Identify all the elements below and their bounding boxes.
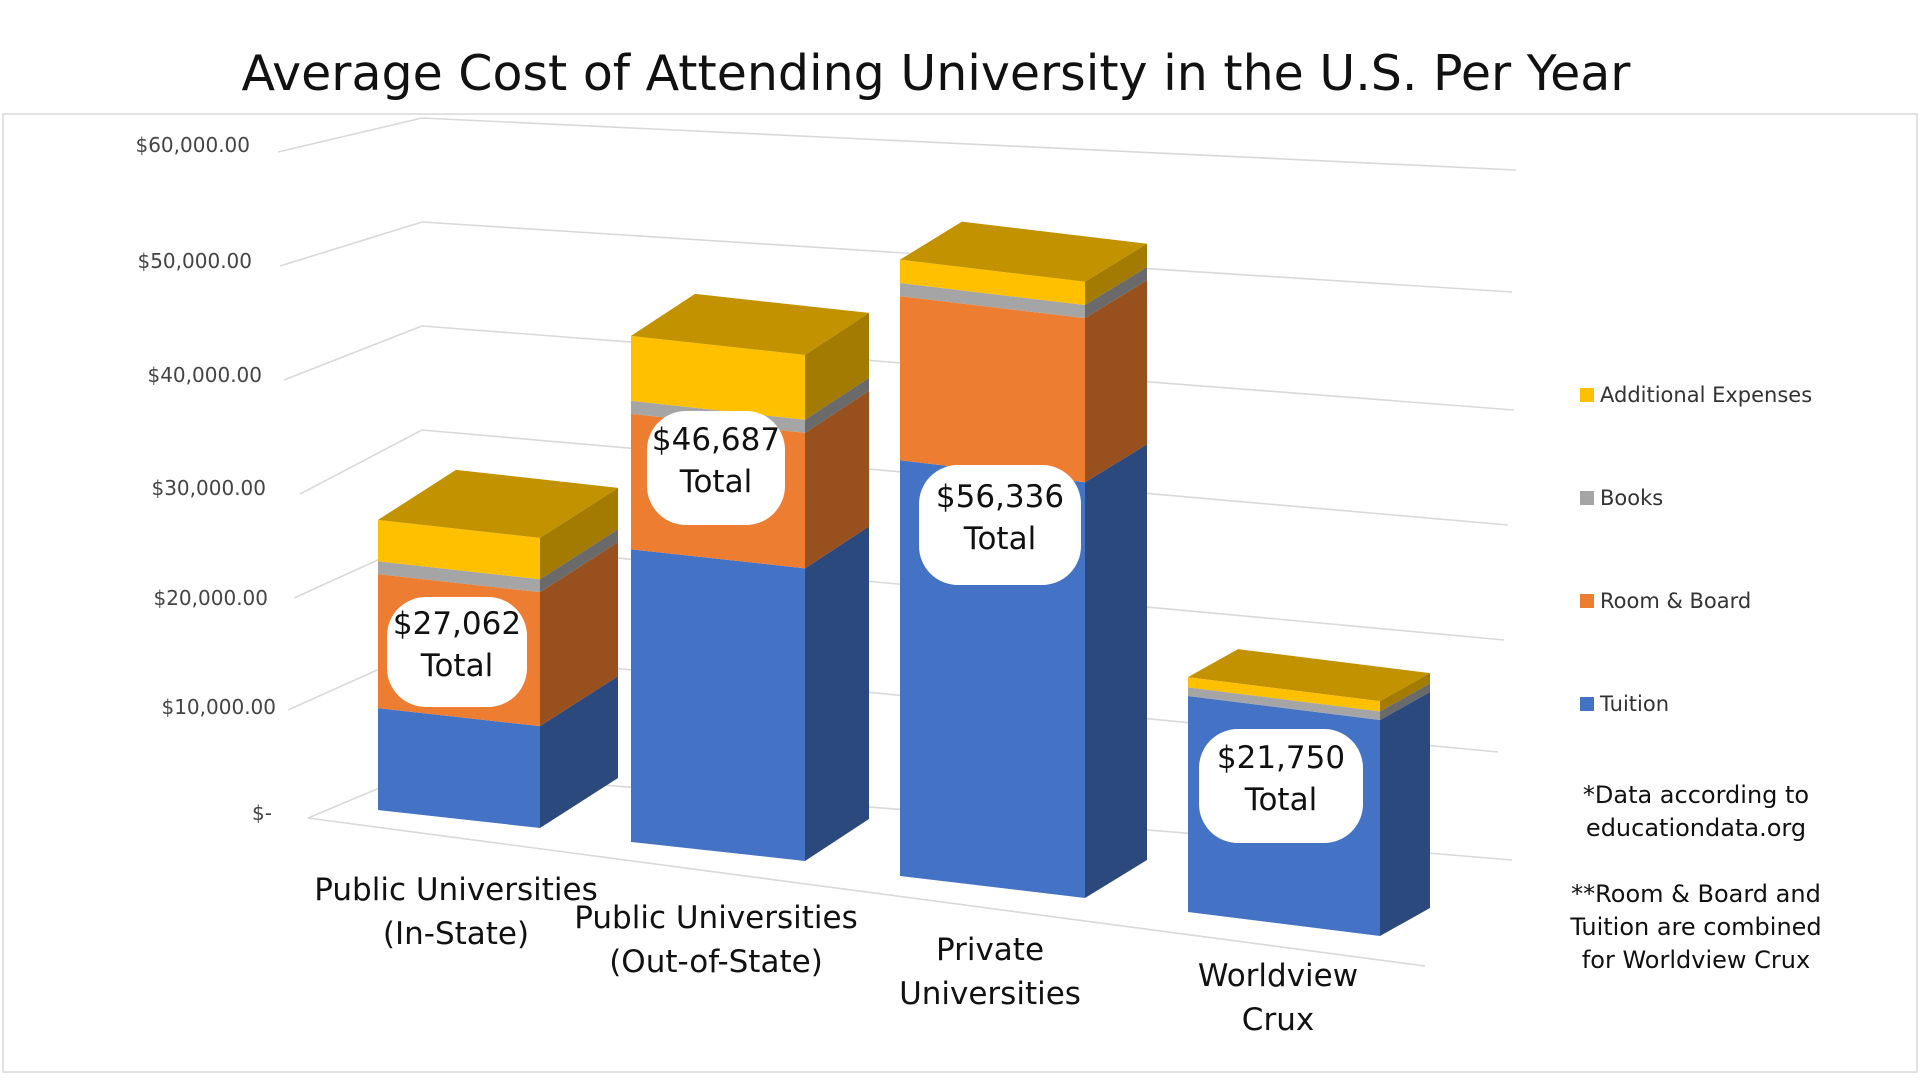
category-label-line: Private xyxy=(936,932,1044,968)
y-tick-label: $40,000.00 xyxy=(147,363,262,387)
gridline-front-6 xyxy=(277,117,423,153)
total-word: Total xyxy=(420,648,493,684)
y-tick-label: $30,000.00 xyxy=(151,476,266,500)
category-label-4: Worldview Crux xyxy=(1198,958,1358,1038)
bar-segment-additional-expenses xyxy=(1188,677,1380,712)
floor-edge xyxy=(307,817,1426,967)
bar-side-additional-expenses xyxy=(540,487,618,580)
bar-segment-books xyxy=(900,283,1085,319)
total-bubble xyxy=(387,597,527,707)
category-label-line: Crux xyxy=(1242,1002,1314,1038)
total-word: Total xyxy=(1244,782,1317,818)
category-label-3: Private Universities xyxy=(899,932,1081,1012)
legend-swatch xyxy=(1580,594,1594,608)
footnote-1: *Data according to educationdata.org xyxy=(1583,781,1809,842)
total-value: $27,062 xyxy=(393,606,521,642)
bar-side-tuition xyxy=(1085,444,1147,898)
bar-top-additional-expenses xyxy=(1188,649,1430,702)
y-tick-label: $50,000.00 xyxy=(137,249,252,273)
y-tick-label: $10,000.00 xyxy=(161,695,276,719)
bar-segment-books xyxy=(378,561,540,593)
legend-swatch xyxy=(1580,697,1594,711)
gridline-front-3 xyxy=(299,429,423,495)
footnote-line: **Room & Board and xyxy=(1571,880,1821,908)
legend-label: Room & Board xyxy=(1600,589,1751,613)
legend-swatch xyxy=(1580,491,1594,505)
legend-item-tuition: Tuition xyxy=(1580,692,1669,716)
category-label-line: Public Universities xyxy=(314,872,597,908)
legend-item-room-and-board: Room & Board xyxy=(1580,589,1751,613)
bar-side-additional-expenses xyxy=(1085,243,1147,306)
bar-side-room-and-board xyxy=(1085,280,1147,483)
bar-2 xyxy=(631,293,869,861)
gridline-back-6 xyxy=(421,117,1517,171)
bar-side-books xyxy=(805,377,869,433)
bar-segment-additional-expenses xyxy=(900,259,1085,306)
legend-label: Additional Expenses xyxy=(1600,383,1812,407)
bar-top-additional-expenses xyxy=(378,469,618,538)
category-label-line: Public Universities xyxy=(574,900,857,936)
bar-top-additional-expenses xyxy=(631,293,869,355)
bar-side-additional-expenses xyxy=(805,312,869,420)
category-label-line: (In-State) xyxy=(383,916,529,952)
footnote-line: educationdata.org xyxy=(1586,814,1806,842)
category-label-1: Public Universities (In-State) xyxy=(314,872,597,952)
bar-segment-room-and-board xyxy=(900,296,1085,483)
total-label-3: $56,336 Total xyxy=(919,465,1081,585)
gridline-front-4 xyxy=(283,325,423,381)
legend-swatch xyxy=(1580,388,1594,402)
footnote-2: **Room & Board and Tuition are combined fo… xyxy=(1569,880,1821,974)
bar-segment-tuition xyxy=(631,549,805,861)
bar-side-tuition xyxy=(805,526,869,861)
bar-side-tuition xyxy=(1380,692,1430,936)
category-label-2: Public Universities (Out-of-State) xyxy=(574,900,857,980)
total-label-1: $27,062 Total xyxy=(387,597,527,707)
category-labels: Public Universities(In-State) Public Univ… xyxy=(314,872,1358,1038)
footnotes: *Data according to educationdata.org **Roo… xyxy=(1569,781,1821,974)
total-value: $46,687 xyxy=(652,422,780,458)
y-axis-ticks: $- $10,000.00 $20,000.00 $30,000.00 $40,000.… xyxy=(135,133,276,825)
total-bubble xyxy=(919,465,1081,585)
bar-side-additional-expenses xyxy=(1380,673,1430,712)
total-word: Total xyxy=(963,521,1036,557)
bar-segment-tuition xyxy=(378,708,540,828)
bar-segment-additional-expenses xyxy=(631,335,805,420)
total-value: $21,750 xyxy=(1217,740,1345,776)
bar-segment-books xyxy=(1188,687,1380,720)
bar-side-books xyxy=(1380,683,1430,720)
total-word: Total xyxy=(679,464,752,500)
y-tick-label: $20,000.00 xyxy=(153,586,268,610)
bar-side-tuition xyxy=(540,676,618,828)
total-label-4: $21,750 Total xyxy=(1199,729,1363,843)
legend-item-books: Books xyxy=(1580,486,1663,510)
bar-side-books xyxy=(1085,267,1147,319)
bar-top-additional-expenses xyxy=(900,221,1147,282)
category-label-line: Worldview xyxy=(1198,958,1358,994)
footnote-line: for Worldview Crux xyxy=(1582,946,1810,974)
chart-title: Average Cost of Attending University in … xyxy=(242,45,1632,102)
bar-side-books xyxy=(540,529,618,593)
category-label-line: (Out-of-State) xyxy=(609,944,823,980)
legend: Additional Expenses Books Room & Board Tuit… xyxy=(1580,383,1812,716)
y-tick-label: $- xyxy=(252,801,272,825)
bar-side-room-and-board xyxy=(540,542,618,727)
legend-label: Tuition xyxy=(1599,692,1669,716)
bars xyxy=(378,221,1430,936)
legend-label: Books xyxy=(1600,486,1663,510)
total-bubble xyxy=(647,411,785,525)
footnote-line: *Data according to xyxy=(1583,781,1809,809)
total-value: $56,336 xyxy=(936,479,1064,515)
bar-side-room-and-board xyxy=(805,390,869,569)
legend-item-additional-expenses: Additional Expenses xyxy=(1580,383,1812,407)
footnote-line: Tuition are combined xyxy=(1569,913,1821,941)
category-label-line: Universities xyxy=(899,976,1081,1012)
bar-segment-additional-expenses xyxy=(378,519,540,580)
total-bubble xyxy=(1199,729,1363,843)
gridline-front-5 xyxy=(279,221,423,267)
total-label-2: $46,687 Total xyxy=(647,411,785,525)
y-tick-label: $60,000.00 xyxy=(135,133,250,157)
